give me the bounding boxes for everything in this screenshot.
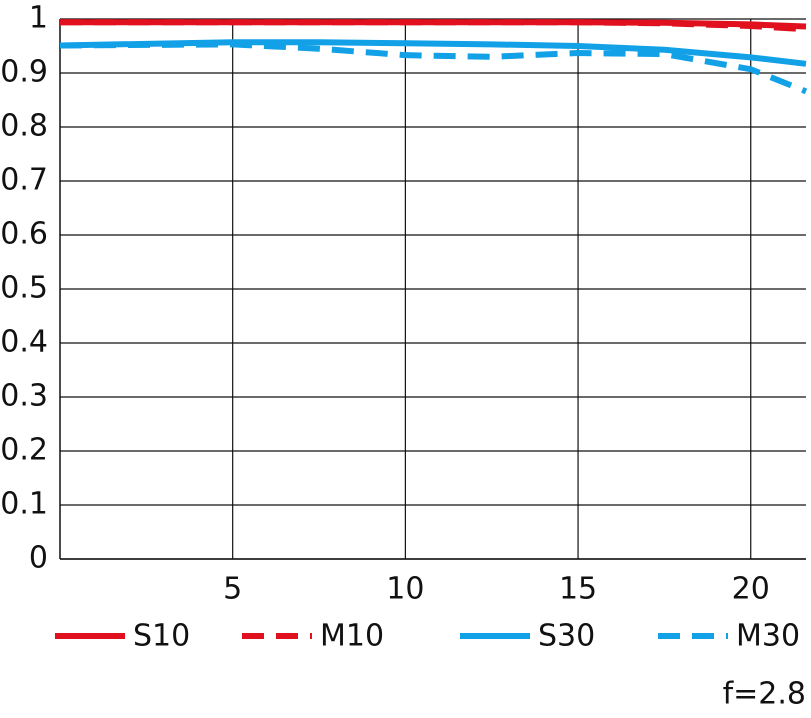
y-tick-label: 0.6 bbox=[0, 217, 48, 252]
y-tick-label: 0.4 bbox=[0, 325, 48, 360]
y-tick-label: 0.9 bbox=[0, 55, 48, 90]
x-tick-label: 15 bbox=[559, 572, 597, 607]
y-tick-label: 0 bbox=[29, 541, 48, 576]
legend-label: M30 bbox=[736, 619, 800, 654]
series-line bbox=[59, 39, 807, 67]
y-tick-label: 0.2 bbox=[0, 433, 48, 468]
series-line bbox=[59, 41, 808, 95]
legend-label: M10 bbox=[320, 619, 384, 654]
y-tick-label: 0.7 bbox=[0, 163, 48, 198]
x-tick-label: 10 bbox=[386, 572, 424, 607]
y-tick-label: 0.5 bbox=[0, 271, 48, 306]
annotation: f=2.8 bbox=[723, 677, 806, 712]
x-tick-label: 5 bbox=[223, 572, 242, 607]
y-tick-label: 0.8 bbox=[0, 109, 48, 144]
legend-label: S30 bbox=[538, 619, 595, 654]
series-line bbox=[60, 19, 807, 33]
legend-label: S10 bbox=[133, 619, 190, 654]
y-tick-label: 0.3 bbox=[0, 379, 48, 414]
y-tick-label: 0.1 bbox=[0, 487, 48, 522]
y-tick-label: 1 bbox=[29, 1, 48, 36]
x-tick-label: 20 bbox=[732, 572, 770, 607]
